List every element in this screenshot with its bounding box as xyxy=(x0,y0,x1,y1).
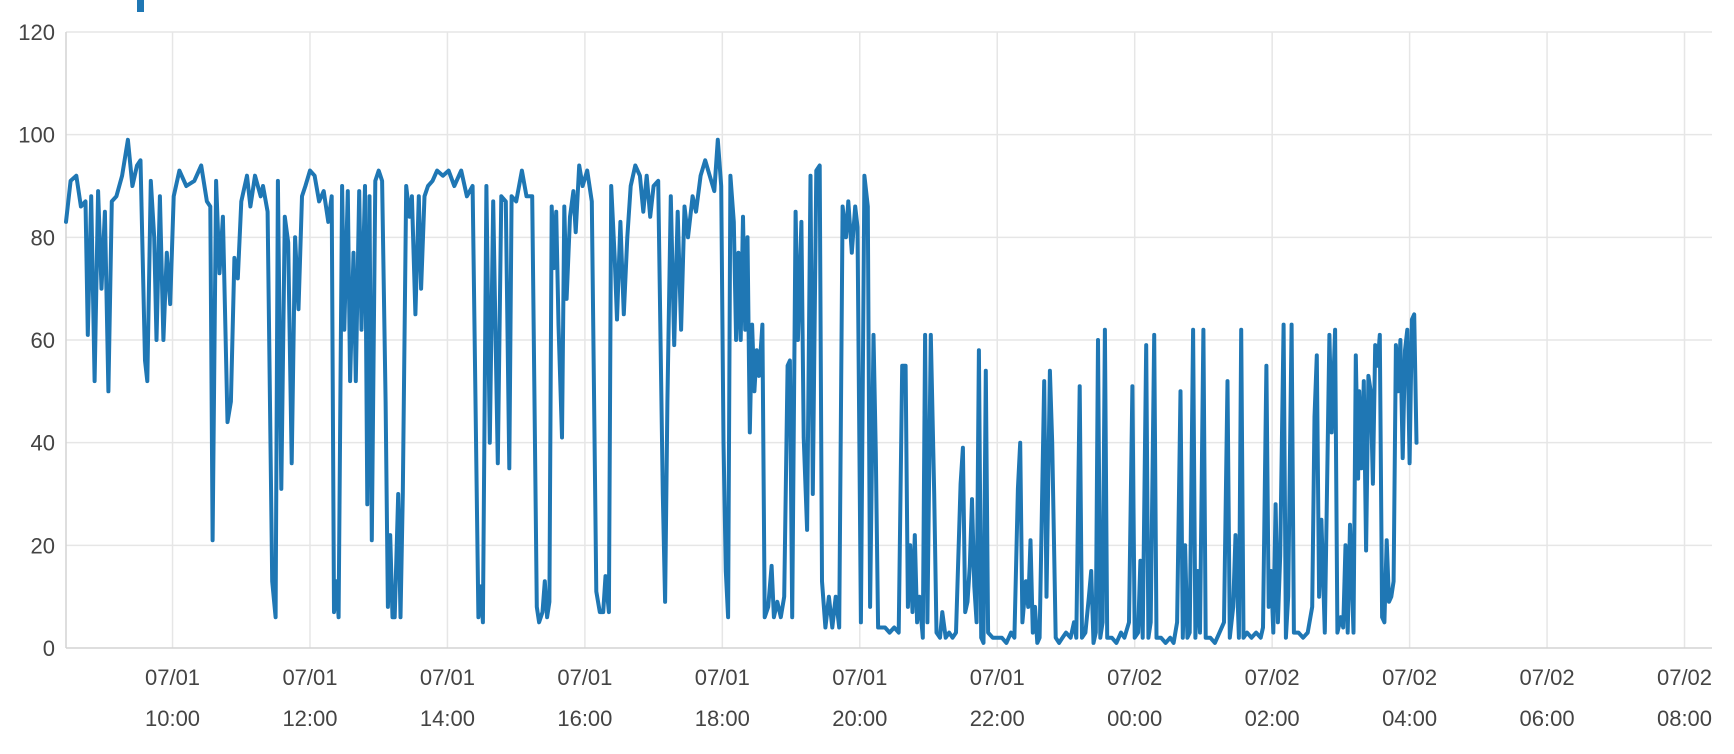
x-tick-label-time: 22:00 xyxy=(970,706,1025,731)
x-tick-label-time: 10:00 xyxy=(145,706,200,731)
y-tick-label: 0 xyxy=(43,636,55,661)
x-tick-label-date: 07/01 xyxy=(695,665,750,690)
series xyxy=(64,137,1419,645)
x-tick-label-time: 00:00 xyxy=(1107,706,1162,731)
x-tick-label-time: 06:00 xyxy=(1520,706,1575,731)
x-tick-label-time: 18:00 xyxy=(695,706,750,731)
legend-swatch xyxy=(137,0,144,12)
x-tick-label-date: 07/01 xyxy=(282,665,337,690)
x-tick-label-date: 07/02 xyxy=(1245,665,1300,690)
x-tick-label-date: 07/01 xyxy=(970,665,1025,690)
x-tick-label-date: 07/01 xyxy=(557,665,612,690)
x-tick-label-date: 07/01 xyxy=(420,665,475,690)
x-tick-label-time: 20:00 xyxy=(832,706,887,731)
x-tick-label-date: 07/01 xyxy=(832,665,887,690)
x-tick-label-time: 16:00 xyxy=(557,706,612,731)
x-tick-label-time: 12:00 xyxy=(282,706,337,731)
y-tick-label: 40 xyxy=(31,431,55,456)
y-tick-label: 60 xyxy=(31,328,55,353)
y-tick-label: 100 xyxy=(18,123,55,148)
x-tick-label-time: 04:00 xyxy=(1382,706,1437,731)
x-tick-label-time: 14:00 xyxy=(420,706,475,731)
y-tick-label: 80 xyxy=(31,225,55,250)
x-tick-label-time: 08:00 xyxy=(1657,706,1712,731)
x-tick-label-date: 07/02 xyxy=(1520,665,1575,690)
grid xyxy=(66,31,1712,648)
y-tick-label: 20 xyxy=(31,533,55,558)
x-tick-label-time: 02:00 xyxy=(1245,706,1300,731)
tick-labels: 0 20 40 60 80 100 120 07/01 10:00 07/01 12:00 07/01… xyxy=(18,20,1712,731)
series-line xyxy=(64,137,1419,645)
x-tick-label-date: 07/02 xyxy=(1657,665,1712,690)
x-tick-label-date: 07/02 xyxy=(1107,665,1162,690)
axes xyxy=(65,32,1712,649)
x-tick-label-date: 07/02 xyxy=(1382,665,1437,690)
y-tick-label: 120 xyxy=(18,20,55,45)
x-tick-label-date: 07/01 xyxy=(145,665,200,690)
